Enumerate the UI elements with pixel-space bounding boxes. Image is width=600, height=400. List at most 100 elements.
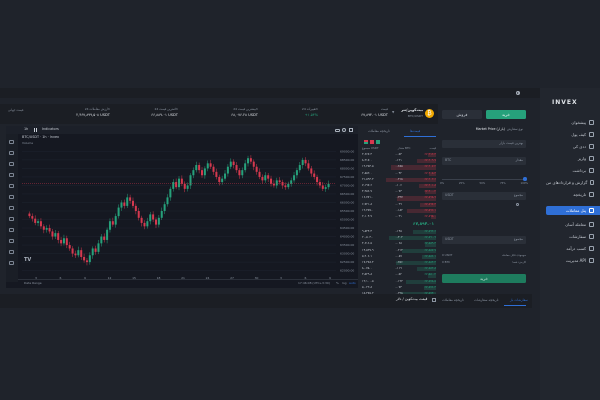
buy-tab-button[interactable]: خرید	[486, 110, 526, 119]
price-chart[interactable]	[6, 126, 358, 288]
trendline-icon[interactable]	[9, 151, 14, 155]
ask-row[interactable]: ۳,۶۶۷.۳ ۰.۰۵۴ ۶۷,۹۱۲.۴	[362, 152, 436, 158]
candles-icon[interactable]	[34, 128, 37, 132]
ask-row[interactable]: ۴,۹۵۶.۷ ۰.۰۷۳ ۶۷,۹۰۰.۲	[362, 190, 436, 195]
row-amount: ۰.۰۶۸	[394, 241, 402, 246]
indicators-button[interactable]: Indicators	[42, 127, 59, 131]
camera-icon[interactable]	[335, 128, 340, 132]
tab-order-history[interactable]: تاریخچه سفارشات	[474, 298, 499, 302]
sidebar-item-gift[interactable]: ددی کی	[546, 142, 594, 151]
submit-buy-button[interactable]: خرید	[442, 274, 526, 283]
sidebar-item-wallet[interactable]: کیف پول	[546, 130, 594, 139]
bid-row[interactable]: ۸,۰۷۸.۰ ۰.۱۱۹ ۶۷,۸۸۲.۸	[362, 267, 436, 272]
sidebar-item-orders[interactable]: سفارشات	[546, 232, 594, 241]
pattern-icon[interactable]	[9, 195, 14, 199]
text-icon[interactable]	[9, 184, 14, 188]
bid-row[interactable]: ۴,۶۱۶.۵ ۰.۰۶۸ ۶۷,۸۸۹.۳	[362, 241, 436, 247]
candle-body	[224, 173, 227, 179]
measure-icon[interactable]	[9, 206, 14, 210]
sidebar-item-api[interactable]: مدیریت API	[546, 256, 594, 265]
crosshair-icon[interactable]	[9, 140, 14, 144]
fullscreen-icon[interactable]	[349, 128, 353, 132]
sell-tab-button[interactable]: فروش	[442, 110, 482, 119]
tab-trade-history[interactable]: تاریخچه معاملات	[368, 129, 390, 133]
bid-row[interactable]: ۱۳,۱۰۰.۵ ۰.۱۹۳ ۶۷,۸۷۸.۵	[362, 279, 436, 284]
eye-icon[interactable]	[9, 250, 14, 254]
slider-marks: 0% 25% 50% 75% 100%	[440, 182, 528, 185]
global-price-link[interactable]: قیمت جهانی	[8, 108, 24, 112]
zoom-icon[interactable]	[9, 217, 14, 221]
sidebar-item-trade[interactable]: پنل معاملات	[546, 206, 600, 215]
tab-indicator	[404, 135, 436, 137]
depth-bar	[431, 215, 436, 220]
depth-bar	[424, 285, 436, 290]
fib-icon[interactable]	[9, 162, 14, 166]
secondary-total-field[interactable]: USDT مجموع	[442, 236, 526, 244]
sidebar-item-withdraw[interactable]: برداشت	[546, 166, 594, 175]
view-asks-icon[interactable]	[370, 140, 374, 144]
row-total: ۵,۹۰۶.۱	[362, 253, 372, 258]
sidebar-item-earn[interactable]: کسب درآمد	[546, 244, 594, 253]
brush-icon[interactable]	[9, 173, 14, 177]
candle-body	[264, 175, 267, 181]
bid-row[interactable]: ۲۰,۵۰۳.۰ ۰.۳۰۲ ۶۷,۸۹۰.۹	[362, 236, 436, 241]
ask-row[interactable]: ۱۶,۷۷۱.۰ ۰.۲۴۷ ۶۷,۸۹۸.۹	[362, 196, 436, 201]
bottom-title-checkbox[interactable]	[432, 298, 436, 302]
candle-body	[318, 182, 321, 186]
log-toggle[interactable]: log	[342, 281, 347, 285]
candlestick-chart[interactable]: 69000.00 68500.00 68000.00 67500.00 67000.00…	[18, 134, 358, 288]
tab-open-orders[interactable]: سفارشات باز	[510, 298, 528, 302]
sidebar-item-deposit[interactable]: واریز	[546, 154, 594, 163]
bid-row[interactable]: ۳,۵۲۹.۸ ۰.۰۵۲ ۶۷,۸۸۰.۲	[362, 273, 436, 278]
view-both-icon[interactable]	[364, 140, 368, 144]
percent-toggle[interactable]: %	[336, 281, 339, 285]
candle-body	[85, 260, 88, 263]
magnet-icon[interactable]	[9, 228, 14, 232]
candle-body	[324, 187, 327, 189]
ask-row[interactable]: ۲,۱۰۴.۷ ۰.۰۳۱ ۶۷,۸۹۵.۰	[362, 214, 436, 220]
price-field[interactable]: بهترین قیمت بازار	[442, 140, 526, 148]
depth-bar	[422, 254, 436, 259]
candle-body	[221, 178, 224, 183]
ask-row[interactable]: ۲۱,۵۹۳.۳ ۰.۳۱۸ ۶۷,۹۰۳.۶	[362, 177, 436, 182]
ask-row[interactable]: ۷,۱۹۷.۶ ۰.۱۰۶ ۶۷,۹۰۱.۸	[362, 183, 436, 189]
view-bids-icon[interactable]	[376, 140, 380, 144]
sidebar-item-history[interactable]: تاریخچه	[546, 190, 594, 199]
invex-logo[interactable]: INVEX	[552, 99, 578, 106]
withdraw-icon	[589, 168, 594, 173]
ask-row[interactable]: ۱۲,۳۵۷.۰ ۰.۱۸۲ ۶۷,۸۹۶.۱	[362, 208, 436, 213]
tab-trade-history-bottom[interactable]: تاریخچه معاملات	[442, 298, 464, 302]
slider-handle[interactable]	[523, 177, 527, 181]
bid-row[interactable]: ۱۷,۳۷۸.۴ ۰.۲۵۶ ۶۷,۸۸۴.۴	[362, 260, 436, 266]
amount-field[interactable]: BTC مقدار	[442, 157, 526, 165]
sidebar-item-label: کیف پول	[571, 131, 586, 137]
ask-row[interactable]: ۱۹,۳۵۳.۵ ۰.۲۸۵ ۶۷,۹۰۷.۲	[362, 165, 436, 170]
auto-toggle[interactable]: auto	[349, 281, 356, 285]
tab-prices[interactable]: قیمت‌ها	[410, 129, 421, 133]
total-info-icon	[516, 203, 519, 206]
bid-row[interactable]: ۵,۰۲۲.۸ ۰.۰۷۴ ۶۷,۸۷۶.۳	[362, 285, 436, 290]
sidebar-item-dashboard[interactable]: پیشخوان	[546, 118, 594, 127]
ask-row[interactable]: ۲,۸۵۲.۰ ۰.۰۴۲ ۶۷,۹۰۵.۳	[362, 171, 436, 176]
total-field[interactable]: USDT مجموع	[442, 192, 526, 200]
amount-slider[interactable]	[442, 177, 527, 181]
ask-row[interactable]: ۶,۷۲۱.۸ ۰.۰۹۹ ۶۷,۸۹۷.۴	[362, 202, 436, 207]
moon-icon[interactable]	[516, 91, 520, 95]
bid-row[interactable]: ۱۴,۵۲۷.۹ ۰.۲۱۴ ۶۷,۸۸۷.۷	[362, 248, 436, 253]
interval-selector[interactable]: 1h	[24, 127, 29, 131]
ask-row[interactable]: ۸,۲۱۷.۰ ۰.۱۲۱ ۶۷,۹۰۹.۷	[362, 159, 436, 164]
sidebar-item-swap[interactable]: معامله آسان	[546, 220, 594, 229]
trash-icon[interactable]	[9, 261, 14, 265]
pair-selector[interactable]: بیت‌کوین/تتر BTC/USDT ₿ ▼	[392, 108, 436, 120]
bid-row[interactable]: ۹,۸۴۴.۴ ۰.۱۴۵ ۶۷,۸۹۲.۶	[362, 229, 436, 235]
chart-timezone[interactable]: 17:46:08 (UTC+3:30)	[298, 281, 330, 285]
candle-body	[111, 221, 114, 225]
candle-body	[60, 239, 63, 244]
settings-icon[interactable]	[342, 128, 346, 132]
order-type-select[interactable]: Market Price (بازار) نوع سفارش	[442, 126, 526, 134]
date-range-selector[interactable]: Date Range	[24, 281, 42, 285]
sidebar-item-report[interactable]: گزارش و قراردادهای من	[546, 178, 594, 187]
lock-icon[interactable]	[9, 239, 14, 243]
bid-row[interactable]: ۵,۹۰۶.۱ ۰.۰۸۷ ۶۷,۸۸۶.۱	[362, 253, 436, 259]
y-tick-label: 63000.00	[340, 252, 354, 256]
